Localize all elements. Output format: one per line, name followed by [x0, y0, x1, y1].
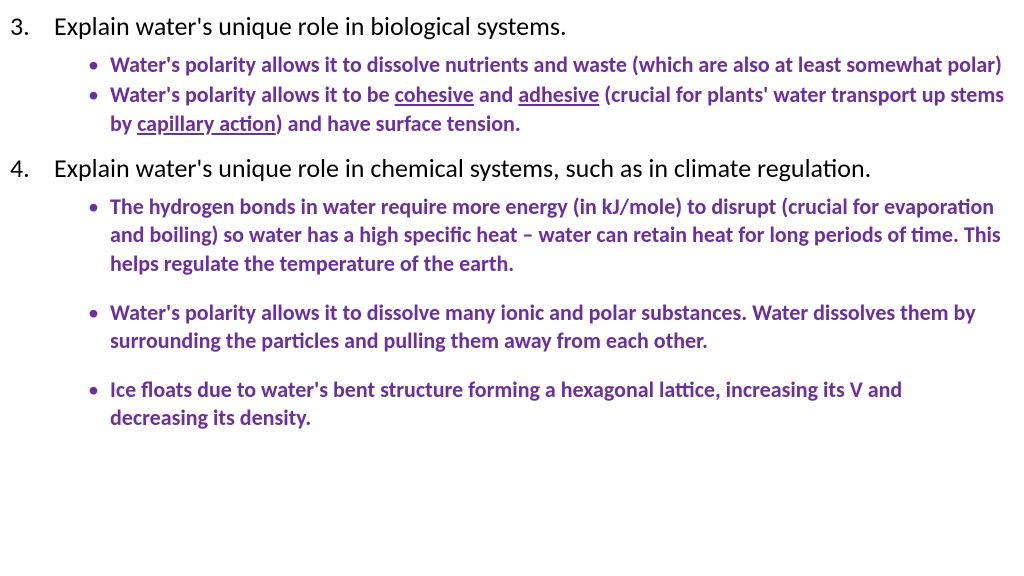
bullet-text: Ice floats due to water's bent structure…	[110, 376, 1004, 433]
bullet-dot-icon: •	[88, 81, 110, 110]
question-3: 3. Explain water's unique role in biolog…	[10, 10, 1004, 43]
question-text: Explain water's unique role in chemical …	[54, 152, 871, 185]
bullet-dot-icon: •	[88, 193, 110, 222]
question-4: 4. Explain water's unique role in chemic…	[10, 152, 1004, 185]
number-label: 4.	[10, 152, 54, 184]
bullets-q3: •Water's polarity allows it to dissolve …	[88, 51, 1004, 139]
bullet-text: Water's polarity allows it to dissolve n…	[110, 51, 1002, 80]
bullet-item: •The hydrogen bonds in water require mor…	[88, 193, 1004, 279]
number-label: 3.	[10, 10, 54, 42]
bullet-item: •Ice floats due to water's bent structur…	[88, 376, 1004, 433]
bullet-dot-icon: •	[88, 299, 110, 328]
bullet-dot-icon: •	[88, 376, 110, 405]
bullet-text: The hydrogen bonds in water require more…	[110, 193, 1004, 279]
bullet-item: •Water's polarity allows it to be cohesi…	[88, 81, 1004, 138]
bullet-text: Water's polarity allows it to dissolve m…	[110, 299, 1004, 356]
bullet-dot-icon: •	[88, 51, 110, 80]
slide-content: 3. Explain water's unique role in biolog…	[10, 10, 1004, 433]
question-text: Explain water's unique role in biologica…	[54, 10, 567, 43]
bullet-item: •Water's polarity allows it to dissolve …	[88, 51, 1004, 80]
bullet-item: •Water's polarity allows it to dissolve …	[88, 299, 1004, 356]
bullet-text: Water's polarity allows it to be cohesiv…	[110, 81, 1004, 138]
bullets-q4: •The hydrogen bonds in water require mor…	[88, 193, 1004, 433]
